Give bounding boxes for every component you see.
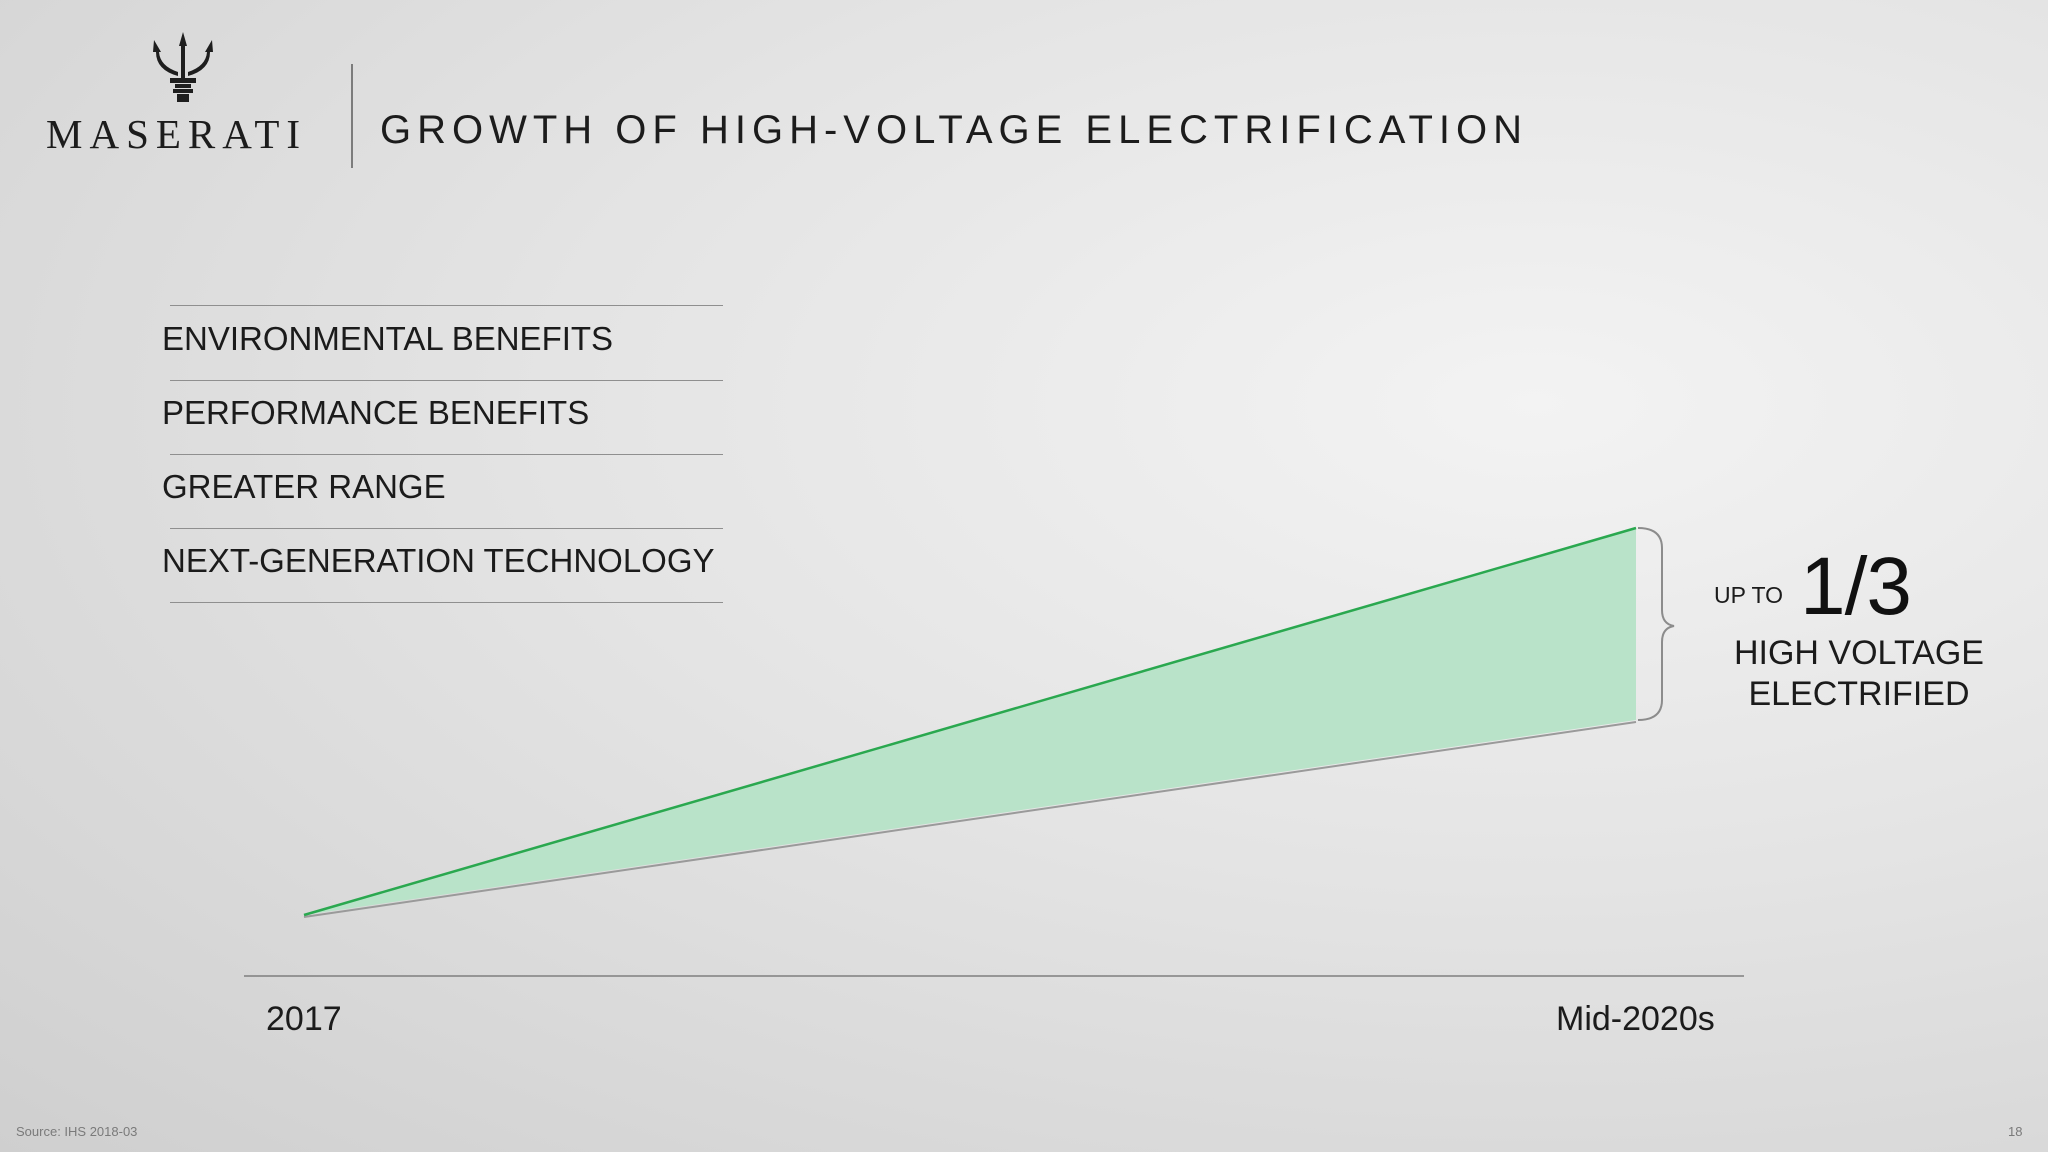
page-title: GROWTH OF HIGH-VOLTAGE ELECTRIFICATION <box>380 108 1529 152</box>
benefit-item-range: GREATER RANGE <box>162 468 446 505</box>
header-divider <box>351 64 353 168</box>
benefit-rule <box>170 380 723 381</box>
source-note: Source: IHS 2018-03 <box>16 1124 138 1139</box>
callout-brace <box>1637 527 1675 721</box>
benefit-rule <box>170 602 723 603</box>
growth-line <box>303 526 1637 917</box>
trident-icon <box>153 32 213 102</box>
brand-wordmark: MASERATI <box>46 111 308 157</box>
benefit-rule <box>170 454 723 455</box>
x-label-start: 2017 <box>266 1000 342 1038</box>
benefit-rule <box>170 528 723 529</box>
page-number: 18 <box>2008 1124 2023 1139</box>
callout-value: 1/3 <box>1800 541 1912 632</box>
benefit-item-environmental: ENVIRONMENTAL BENEFITS <box>162 320 614 357</box>
callout-line-1: HIGH VOLTAGE <box>1733 634 1984 672</box>
benefit-rule <box>170 305 723 306</box>
baseline-edge <box>303 721 1637 918</box>
x-label-end: Mid-2020s <box>1556 1000 1715 1038</box>
callout-line-2: ELECTRIFIED <box>1748 675 1970 713</box>
benefit-item-technology: NEXT-GENERATION TECHNOLOGY <box>162 542 715 579</box>
benefit-item-performance: PERFORMANCE BENEFITS <box>162 394 590 431</box>
callout-prefix: UP TO <box>1714 582 1784 608</box>
